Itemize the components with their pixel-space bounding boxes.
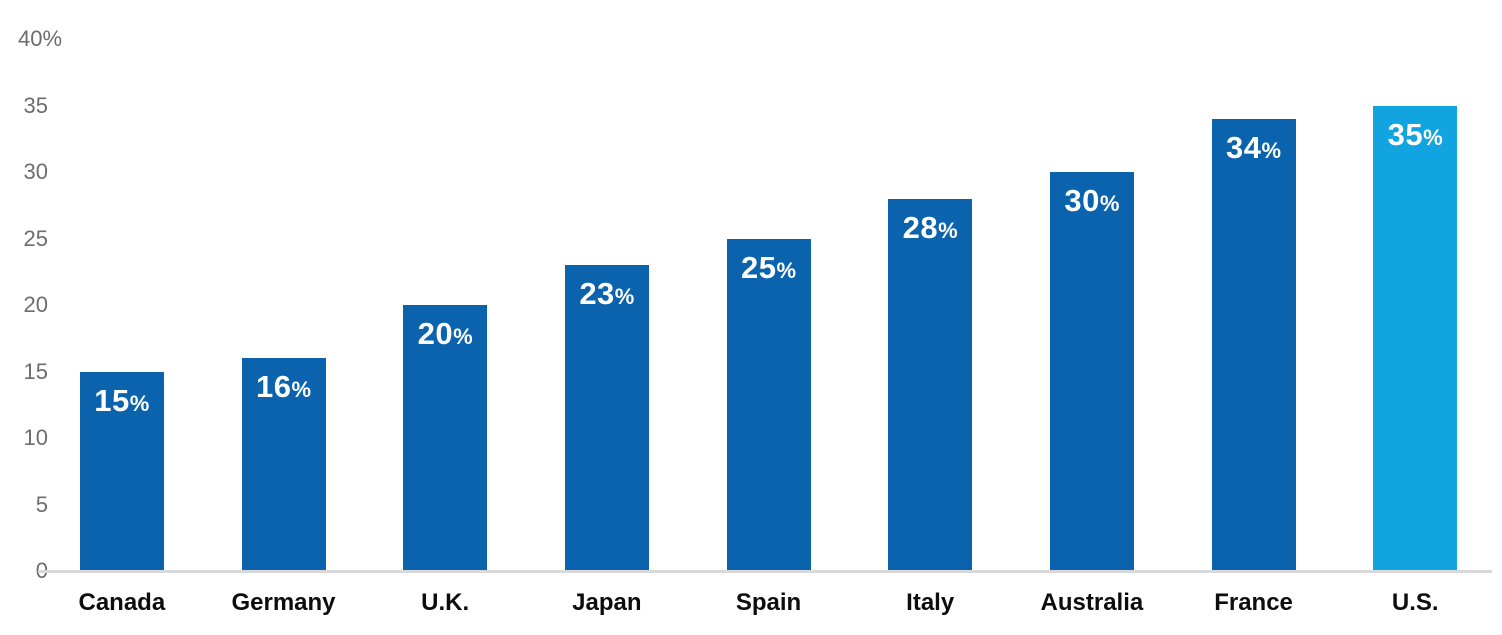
x-axis-label-france: France — [1214, 589, 1293, 616]
bar-italy: 28% — [888, 198, 973, 571]
x-axis-labels: Canada Germany U.K. Japan Spain Italy Australi… — [41, 589, 1496, 618]
x-axis-label-spain: Spain — [735, 589, 802, 616]
bar-column: 16% — [203, 0, 365, 571]
bar-value-label: 28% — [902, 209, 958, 245]
x-axis-label-australia: Australia — [1040, 589, 1144, 616]
y-tick: 5 — [35, 491, 48, 517]
bar-spain: 25% — [726, 238, 811, 571]
bar-u-s: 35% — [1373, 105, 1458, 571]
bar-column: 34% — [1173, 0, 1335, 571]
bar-column: 15% — [41, 0, 203, 571]
x-axis-label-u-k: U.K. — [421, 589, 470, 616]
bar-column: 28% — [849, 0, 1011, 571]
bar-u-k: 20% — [403, 305, 488, 571]
x-axis-label-canada: Canada — [78, 589, 166, 616]
y-tick: 25 — [23, 225, 48, 251]
x-axis-label-italy: Italy — [906, 589, 955, 616]
bar-value-label: 30% — [1064, 183, 1120, 218]
bar-australia: 30% — [1049, 172, 1134, 571]
x-axis-label-germany: Germany — [231, 589, 336, 616]
bar-value-label: 35% — [1387, 116, 1443, 152]
bar-value-label: 15% — [94, 382, 150, 418]
bar-germany: 16% — [241, 358, 326, 571]
bar-column: 20% — [364, 0, 526, 571]
x-axis-label-japan: Japan — [572, 589, 642, 616]
bar-column: 35% — [1334, 0, 1496, 571]
x-axis-label-u-s: U.S. — [1391, 589, 1439, 616]
bar-value-label: 23% — [579, 276, 635, 312]
bar-france: 34% — [1211, 118, 1296, 571]
y-tick: 10 — [23, 425, 48, 450]
bar-value-label: 20% — [417, 316, 473, 351]
bar-japan: 23% — [564, 265, 649, 571]
bar-canada: 15% — [79, 371, 164, 571]
bar-value-label: 25% — [740, 249, 797, 285]
y-tick: 35 — [23, 92, 48, 118]
bar-column: 23% — [526, 0, 688, 571]
bar-column: 30% — [1011, 0, 1173, 571]
y-tick: 15 — [23, 358, 48, 384]
x-axis-line — [38, 570, 1492, 573]
bar-value-label: 34% — [1226, 129, 1282, 165]
plot-area: 15% 16% 20% 23% 25% 28% 30% 34% 35% — [41, 0, 1496, 571]
bar-value-label: 16% — [255, 369, 312, 405]
y-tick: 20 — [23, 292, 48, 317]
bar-column: 25% — [688, 0, 850, 571]
y-tick: 30 — [23, 159, 48, 184]
